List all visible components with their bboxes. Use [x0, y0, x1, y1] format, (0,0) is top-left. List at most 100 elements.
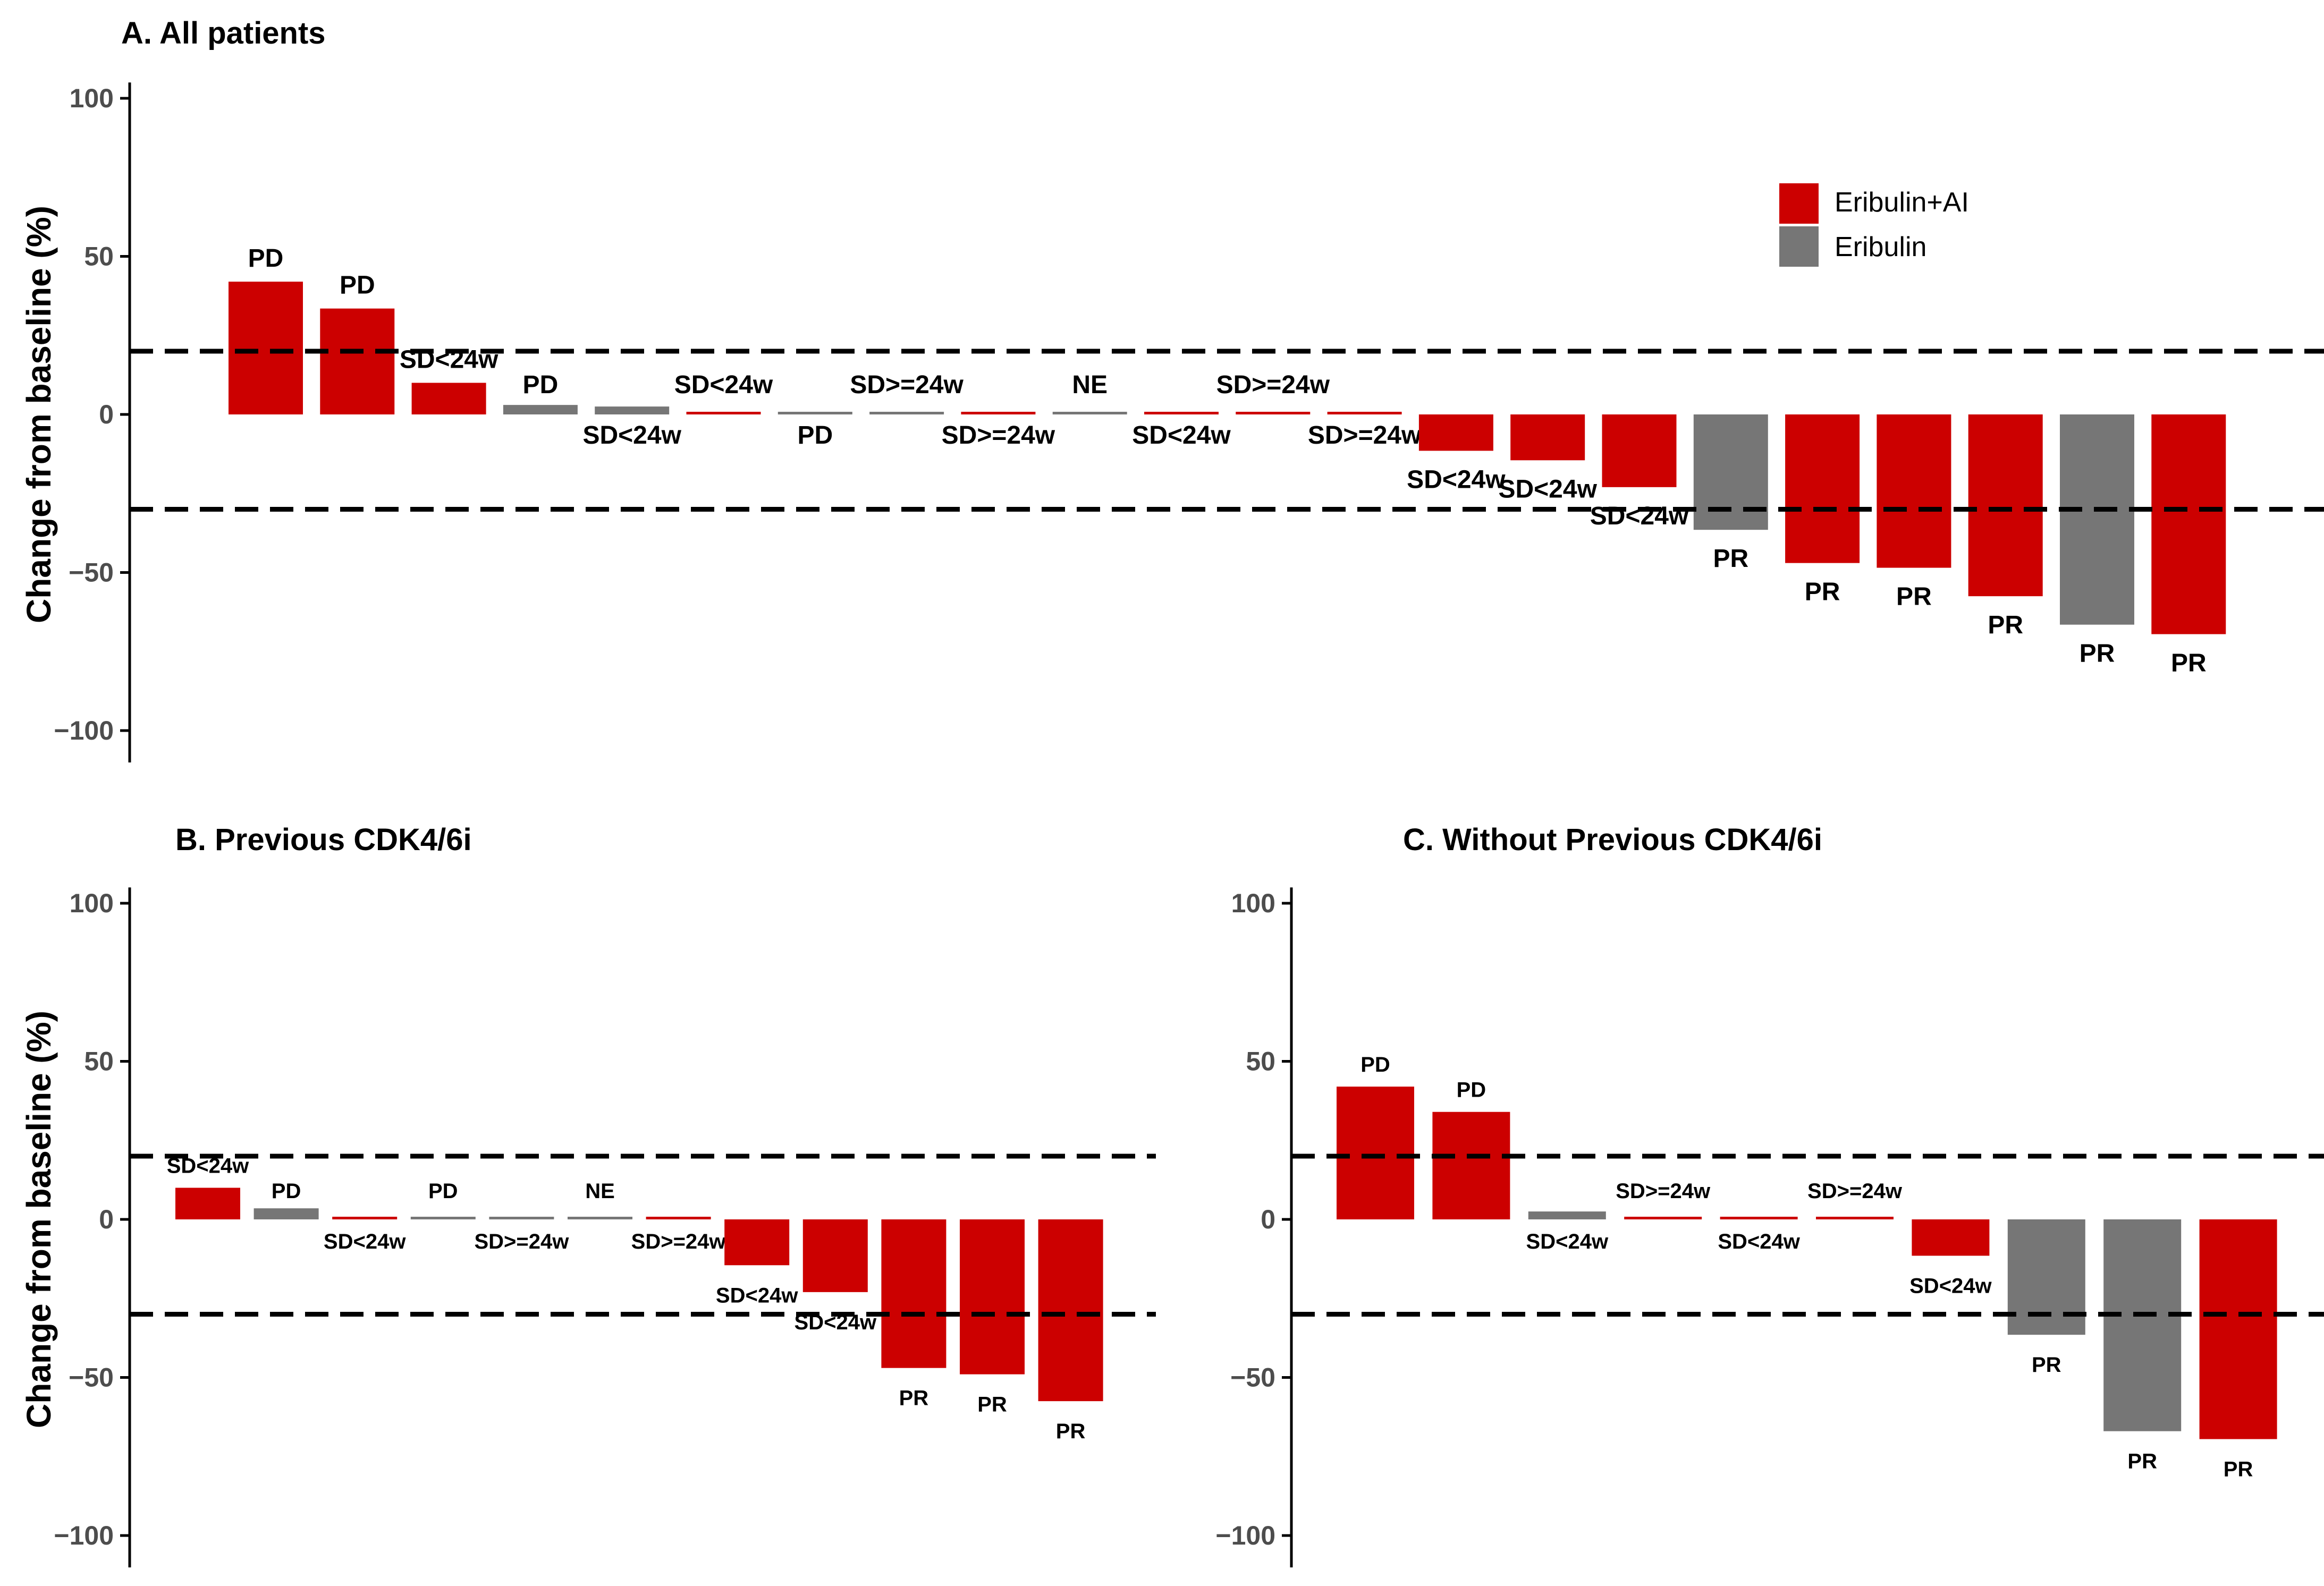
- panel-b-bar: [960, 1219, 1025, 1375]
- panel-b-bar: [1038, 1219, 1103, 1402]
- panel-a-bar-label: NE: [1072, 371, 1108, 399]
- panel-b-bar-label: SD>=24w: [631, 1230, 726, 1253]
- panel-c-bar: [2103, 1219, 2182, 1431]
- panel-a-title: A. All patients: [121, 16, 326, 50]
- panel-b-y-tick-label: −50: [69, 1363, 114, 1393]
- panel-b-bar-label: SD<24w: [324, 1230, 406, 1253]
- panel-c-title: C. Without Previous CDK4/6i: [1403, 822, 1822, 857]
- panel-a-bar: [1144, 412, 1219, 414]
- panel-a-bar: [2060, 414, 2134, 625]
- panel-a-bar: [1052, 412, 1127, 414]
- panel-a-bar: [320, 308, 395, 414]
- legend-label-eribulin-ai: Eribulin+AI: [1835, 187, 1969, 218]
- panel-b-y-tick-label: 100: [70, 888, 114, 918]
- panel-a-bar: [1236, 412, 1311, 414]
- panel-c-bar-label: SD<24w: [1718, 1230, 1800, 1253]
- panel-a-bar: [1693, 414, 1768, 530]
- panel-a-bar: [778, 412, 852, 414]
- panel-b-bar: [175, 1188, 240, 1219]
- panel-c-bar: [1720, 1217, 1798, 1219]
- panel-a-bar: [503, 405, 578, 414]
- panel-a-y-tick-label: 50: [84, 242, 114, 272]
- panel-a-bar: [1877, 414, 1951, 568]
- panel-a-bar: [1510, 414, 1585, 461]
- panel-c-bar: [2007, 1219, 2085, 1335]
- panel-c-bar: [1337, 1087, 1414, 1219]
- panel-a-bar: [1418, 414, 1493, 451]
- legend-label-eribulin: Eribulin: [1835, 232, 1926, 262]
- panel-b-plot: 100 50 0 −50 −100 SD<24w PD SD<24w PD SD>=24w NE SD…: [54, 887, 1156, 1567]
- panel-c-y-tick-label: −100: [1215, 1521, 1275, 1550]
- panel-a-bar-label: SD>=24w: [942, 421, 1055, 449]
- panel-c-bar: [1624, 1217, 1702, 1219]
- panel-c-bar-label: SD>=24w: [1616, 1180, 1711, 1203]
- panel-a-bar-label: PR: [1713, 545, 1748, 573]
- legend-swatch-eribulin-ai: [1779, 183, 1819, 224]
- panel-a-bar-label: PR: [2080, 640, 2115, 668]
- panel-b-y-tick-label: 50: [84, 1047, 114, 1076]
- panel-a-bar-label: SD<24w: [1498, 475, 1597, 503]
- panel-c-bar: [1912, 1219, 1990, 1256]
- panel-a-bar-label: SD>=24w: [1216, 371, 1330, 399]
- panel-c-y-tick-label: −50: [1230, 1363, 1275, 1393]
- legend: Eribulin+AI Eribulin: [1779, 183, 1969, 267]
- panel-a-bar-label: SD>=24w: [1308, 421, 1422, 449]
- panel-a-bar: [686, 412, 761, 414]
- panel-a-bar-label: PR: [1805, 578, 1840, 606]
- panel-a-y-tick-label: 100: [70, 83, 114, 113]
- panel-a-bar: [961, 412, 1036, 414]
- panel-b-bar: [881, 1219, 946, 1368]
- panel-c-bar: [2199, 1219, 2277, 1439]
- panel-c-bar-label: PD: [1360, 1053, 1390, 1076]
- panel-a-bar: [869, 412, 944, 414]
- panel-b-bar-label: SD<24w: [716, 1284, 798, 1307]
- panel-a-bar-label: SD<24w: [674, 371, 773, 399]
- panel-a-bar-label: SD<24w: [1132, 421, 1231, 449]
- panel-a-bar-label: SD<24w: [582, 421, 681, 449]
- legend-swatch-eribulin: [1779, 226, 1819, 267]
- panel-a-bar-label: SD<24w: [1407, 465, 1506, 494]
- panel-a-bar-label: PD: [248, 244, 284, 273]
- panel-c-bar-label: SD<24w: [1526, 1230, 1609, 1253]
- panel-a-bar-label: PR: [1896, 583, 1932, 611]
- panel-a-bar-label: SD>=24w: [850, 371, 964, 399]
- panel-a-bar: [1968, 414, 2043, 597]
- panel-c-bar: [1528, 1211, 1606, 1219]
- panel-b-y-tick-label: −100: [54, 1521, 114, 1550]
- panel-c-bar: [1816, 1217, 1894, 1219]
- panel-b-bar: [646, 1217, 711, 1219]
- panel-a-y-tick-label: −100: [54, 716, 114, 745]
- panel-b-bar-label: SD>=24w: [474, 1230, 569, 1253]
- panel-b-bar: [410, 1217, 476, 1219]
- panel-c-plot: 100 50 0 −50 −100 PD PD SD<24w SD>=24w SD<24w SD>=…: [1215, 887, 2324, 1567]
- panel-b-ylabel: Change from baseline (%): [20, 1011, 58, 1428]
- panel-a-bar: [1602, 414, 1677, 487]
- panel-b-bar-label: PD: [428, 1180, 458, 1203]
- panel-b-bar-label: PR: [899, 1387, 929, 1410]
- panel-b-y-tick-label: 0: [99, 1205, 114, 1234]
- panel-c-bar-label: PR: [2127, 1450, 2157, 1473]
- panel-b-bar: [332, 1217, 398, 1219]
- panel-b-bar-label: NE: [585, 1180, 615, 1203]
- panel-b-bar: [568, 1217, 632, 1219]
- panel-a-bar: [1785, 414, 1860, 563]
- panel-b-bar: [724, 1219, 790, 1266]
- panel-a-bar-label: PD: [340, 272, 375, 300]
- panel-a-bar-label: PR: [1988, 611, 2023, 639]
- panel-c-bar-label: PR: [2032, 1353, 2061, 1377]
- panel-c-bar: [1432, 1112, 1510, 1219]
- panel-a-bar: [229, 282, 303, 414]
- panel-b-bar-label: PR: [1056, 1420, 1086, 1443]
- panel-a-ylabel: Change from baseline (%): [20, 206, 58, 623]
- panel-b-bar: [489, 1217, 554, 1219]
- panel-a-bar: [595, 406, 670, 414]
- panel-c-y-tick-label: 0: [1261, 1205, 1275, 1234]
- panel-a-bar-label: SD<24w: [1590, 502, 1689, 530]
- panel-c-bar-label: PR: [2224, 1458, 2253, 1481]
- panel-c-bar-label: SD>=24w: [1807, 1180, 1903, 1203]
- panel-a-bar-label: PD: [523, 371, 559, 399]
- panel-a-plot: 100500−50−100PDPDSD<24wPDSD<24wSD<24wPDS…: [54, 82, 2324, 762]
- panel-b-bar: [253, 1208, 319, 1219]
- panel-c-bar-label: PD: [1457, 1079, 1486, 1102]
